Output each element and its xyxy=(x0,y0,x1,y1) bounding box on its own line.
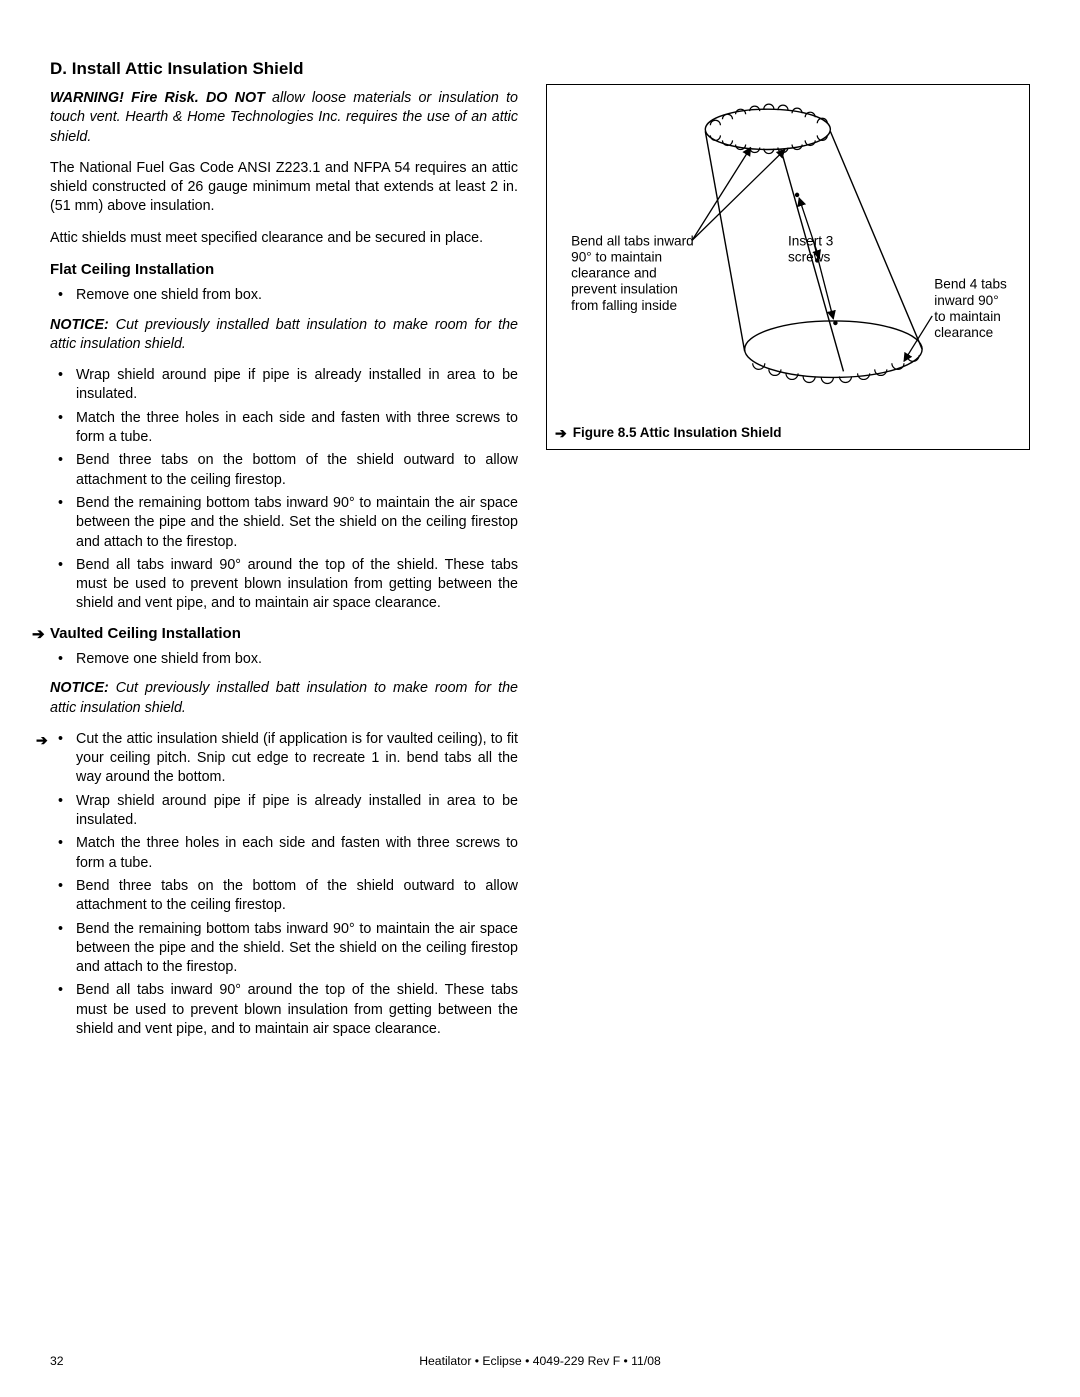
left-column: D. Install Attic Insulation Shield WARNI… xyxy=(50,58,518,1049)
footer-center: Heatilator • Eclipse • 4049-229 Rev F • … xyxy=(50,1353,1030,1369)
list-item: Bend the remaining bottom tabs inward 90… xyxy=(76,920,518,978)
list-item: Bend all tabs inward 90° around the top … xyxy=(76,981,518,1039)
section-heading: D. Install Attic Insulation Shield xyxy=(50,58,518,81)
list-item: Bend three tabs on the bottom of the shi… xyxy=(76,877,518,916)
page-footer: 32 Heatilator • Eclipse • 4049-229 Rev F… xyxy=(50,1353,1030,1369)
warning-lead: WARNING! Fire Risk. DO NOT xyxy=(50,90,265,106)
flat-first-bullet: Remove one shield from box. xyxy=(50,286,518,305)
arrow-icon: ➔ xyxy=(32,625,45,645)
vaulted-heading-row: ➔ Vaulted Ceiling Installation xyxy=(50,624,518,644)
two-column-layout: D. Install Attic Insulation Shield WARNI… xyxy=(50,58,1030,1049)
list-item: Bend the remaining bottom tabs inward 90… xyxy=(76,494,518,552)
vaulted-first-bullet: Remove one shield from box. xyxy=(50,650,518,669)
flat-bullets: Wrap shield around pipe if pipe is alrea… xyxy=(50,366,518,614)
figure-label-mid: Insert 3 screws xyxy=(788,233,837,264)
page: D. Install Attic Insulation Shield WARNI… xyxy=(0,0,1080,1397)
notice-lead: NOTICE: xyxy=(50,317,109,333)
flat-heading: Flat Ceiling Installation xyxy=(50,260,518,280)
list-item: Match the three holes in each side and f… xyxy=(76,409,518,448)
flat-notice: NOTICE: Cut previously installed batt in… xyxy=(50,316,518,355)
arrow-icon: ➔ xyxy=(555,424,567,443)
notice-lead: NOTICE: xyxy=(50,680,109,696)
figure-label-left: Bend all tabs inward 90° to maintain cle… xyxy=(571,233,697,313)
figure-svg-wrap: Bend all tabs inward 90° to maintain cle… xyxy=(547,85,1029,418)
figure-caption-row: ➔ Figure 8.5 Attic Insulation Shield xyxy=(547,418,1029,449)
list-item: Remove one shield from box. xyxy=(76,650,518,669)
list-item: Match the three holes in each side and f… xyxy=(76,834,518,873)
warning-paragraph: WARNING! Fire Risk. DO NOT allow loose m… xyxy=(50,89,518,147)
right-column: Bend all tabs inward 90° to maintain cle… xyxy=(546,58,1030,1049)
figure-box: Bend all tabs inward 90° to maintain cle… xyxy=(546,84,1030,450)
list-item: Remove one shield from box. xyxy=(76,286,518,305)
attic-shield-diagram: Bend all tabs inward 90° to maintain cle… xyxy=(551,89,1025,412)
vaulted-heading: Vaulted Ceiling Installation xyxy=(50,624,518,644)
figure-label-right: Bend 4 tabs inward 90° to maintain clear… xyxy=(934,277,1010,340)
figure-caption: Figure 8.5 Attic Insulation Shield xyxy=(573,424,782,442)
vaulted-notice: NOTICE: Cut previously installed batt in… xyxy=(50,679,518,718)
paragraph-2: Attic shields must meet specified cleara… xyxy=(50,229,518,248)
paragraph-1: The National Fuel Gas Code ANSI Z223.1 a… xyxy=(50,159,518,217)
list-item: Wrap shield around pipe if pipe is alrea… xyxy=(76,792,518,831)
list-item: Bend three tabs on the bottom of the shi… xyxy=(76,451,518,490)
list-item: Bend all tabs inward 90° around the top … xyxy=(76,556,518,614)
notice-rest: Cut previously installed batt insulation… xyxy=(50,680,518,715)
list-item: Cut the attic insulation shield (if appl… xyxy=(76,730,518,788)
vaulted-bullets: Cut the attic insulation shield (if appl… xyxy=(50,730,518,1039)
notice-rest: Cut previously installed batt insulation… xyxy=(50,317,518,352)
list-item: Wrap shield around pipe if pipe is alrea… xyxy=(76,366,518,405)
